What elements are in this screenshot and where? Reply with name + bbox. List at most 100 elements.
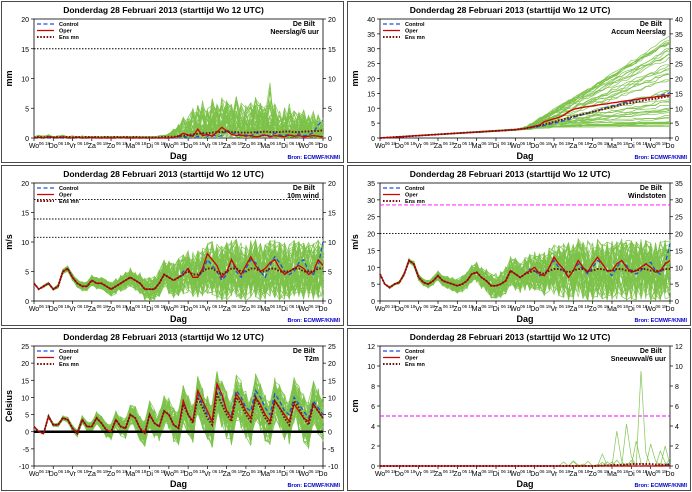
x-hour-label: 18 bbox=[257, 304, 263, 309]
x-hour-label: 06 bbox=[116, 469, 122, 474]
x-hour-label: 18 bbox=[180, 304, 186, 309]
y-tick-label: -10 bbox=[19, 464, 29, 471]
x-hour-label: 06 bbox=[97, 304, 103, 309]
x-hour-label: 18 bbox=[488, 469, 494, 474]
legend-label: Oper bbox=[59, 356, 73, 362]
x-day-label: Vr bbox=[415, 306, 422, 313]
x-hour-label: 06 bbox=[58, 304, 64, 309]
x-hour-label: 06 bbox=[193, 141, 199, 146]
series-line-ens-mn bbox=[33, 390, 324, 436]
y2-tick-label: 20 bbox=[328, 181, 336, 188]
y-tick-label: 10 bbox=[21, 77, 29, 84]
x-day-label: Zo bbox=[107, 471, 115, 478]
x-hour-label: 18 bbox=[315, 304, 321, 309]
x-hour-label: 18 bbox=[623, 469, 629, 474]
y-tick-label: 0 bbox=[371, 136, 375, 143]
source-label: Bron: ECMWF/KNMI bbox=[287, 318, 340, 324]
series-line-ens-mn bbox=[33, 129, 324, 139]
x-day-label: Do bbox=[530, 306, 539, 313]
y-tick-label: 20 bbox=[367, 77, 375, 84]
chart-title: Donderdag 28 Februari 2013 (starttijd Wo… bbox=[410, 332, 611, 342]
x-hour-label: 18 bbox=[295, 469, 301, 474]
y2-tick-label: 4 bbox=[675, 424, 679, 431]
chart-svg: Donderdag 28 Februari 2013 (starttijd Wo… bbox=[350, 332, 687, 489]
x-hour-label: 06 bbox=[154, 141, 160, 146]
x-day-label: Za bbox=[434, 143, 442, 150]
x-hour-label: 06 bbox=[289, 469, 295, 474]
x-day-label: Di bbox=[281, 143, 288, 150]
ensemble-member-line bbox=[379, 101, 670, 139]
x-hour-label: 18 bbox=[468, 469, 474, 474]
x-hour-label: 06 bbox=[598, 469, 604, 474]
x-hour-label: 18 bbox=[103, 304, 109, 309]
x-hour-label: 18 bbox=[199, 304, 205, 309]
series-line-ens-mn bbox=[380, 463, 670, 467]
x-hour-label: 18 bbox=[507, 304, 513, 309]
x-hour-label: 18 bbox=[507, 469, 513, 474]
x-hour-label: 06 bbox=[251, 304, 257, 309]
x-day-label: Do bbox=[319, 471, 328, 478]
x-hour-label: 18 bbox=[276, 304, 282, 309]
y-tick-label: 40 bbox=[367, 17, 375, 24]
x-hour-label: 06 bbox=[443, 141, 449, 146]
x-day-label: Vr bbox=[415, 471, 422, 478]
y-tick-label: -5 bbox=[23, 447, 29, 454]
x-hour-label: 06 bbox=[212, 141, 218, 146]
x-day-label: Wo bbox=[510, 306, 520, 313]
x-hour-label: 06 bbox=[617, 304, 623, 309]
x-day-label: Zo bbox=[589, 471, 597, 478]
x-day-label: Di bbox=[281, 471, 288, 478]
x-day-label: Za bbox=[223, 471, 231, 478]
x-hour-label: 06 bbox=[462, 141, 468, 146]
y2-tick-label: 10 bbox=[675, 106, 683, 113]
y2-tick-label: 15 bbox=[675, 91, 683, 98]
x-hour-label: 06 bbox=[617, 141, 623, 146]
variable-label: Windstoten bbox=[628, 193, 666, 200]
x-day-label: Do bbox=[666, 471, 675, 478]
x-hour-label: 18 bbox=[565, 141, 571, 146]
windstoten-panel: Donderdag 28 Februari 2013 (starttijd Wo… bbox=[347, 165, 691, 326]
x-hour-label: 06 bbox=[39, 469, 45, 474]
x-hour-label: 06 bbox=[404, 304, 410, 309]
x-day-label: Vr bbox=[204, 143, 211, 150]
x-hour-label: 06 bbox=[424, 141, 430, 146]
variable-label: T2m bbox=[305, 356, 319, 363]
y-tick-label: 0 bbox=[371, 299, 375, 306]
x-day-label: Do bbox=[395, 306, 404, 313]
y2-tick-label: 0 bbox=[328, 299, 332, 306]
y2-tick-label: 5 bbox=[328, 106, 332, 113]
x-hour-label: 18 bbox=[546, 304, 552, 309]
x-day-label: Vr bbox=[69, 471, 76, 478]
legend-label: Ens mn bbox=[59, 35, 80, 41]
x-hour-label: 18 bbox=[623, 141, 629, 146]
legend-label: Ens mn bbox=[405, 35, 426, 41]
x-axis-label: Dag bbox=[516, 151, 533, 161]
x-hour-label: 18 bbox=[295, 304, 301, 309]
x-hour-label: 18 bbox=[584, 304, 590, 309]
series-line-control bbox=[33, 384, 324, 435]
x-hour-label: 06 bbox=[58, 141, 64, 146]
x-day-label: Ma bbox=[607, 306, 617, 313]
y2-tick-label: 10 bbox=[328, 240, 336, 247]
x-hour-label: 06 bbox=[39, 304, 45, 309]
y-tick-label: 15 bbox=[367, 248, 375, 255]
x-hour-label: 06 bbox=[77, 469, 83, 474]
y-tick-label: 20 bbox=[367, 232, 375, 239]
x-day-label: Wo bbox=[299, 143, 309, 150]
x-day-label: Za bbox=[88, 306, 96, 313]
x-hour-label: 18 bbox=[391, 141, 397, 146]
x-hour-label: 06 bbox=[116, 304, 122, 309]
ensemble-member-line bbox=[380, 445, 671, 467]
y-tick-label: 35 bbox=[367, 32, 375, 39]
ensemble-member-line bbox=[380, 430, 670, 467]
x-hour-label: 06 bbox=[424, 304, 430, 309]
legend-label: Ens mn bbox=[59, 362, 80, 368]
x-hour-label: 18 bbox=[604, 141, 610, 146]
x-hour-label: 18 bbox=[141, 469, 147, 474]
chart-svg: Donderdag 28 Februari 2013 (starttijd Wo… bbox=[350, 5, 687, 161]
source-label: Bron: ECMWF/KNMI bbox=[634, 318, 687, 324]
